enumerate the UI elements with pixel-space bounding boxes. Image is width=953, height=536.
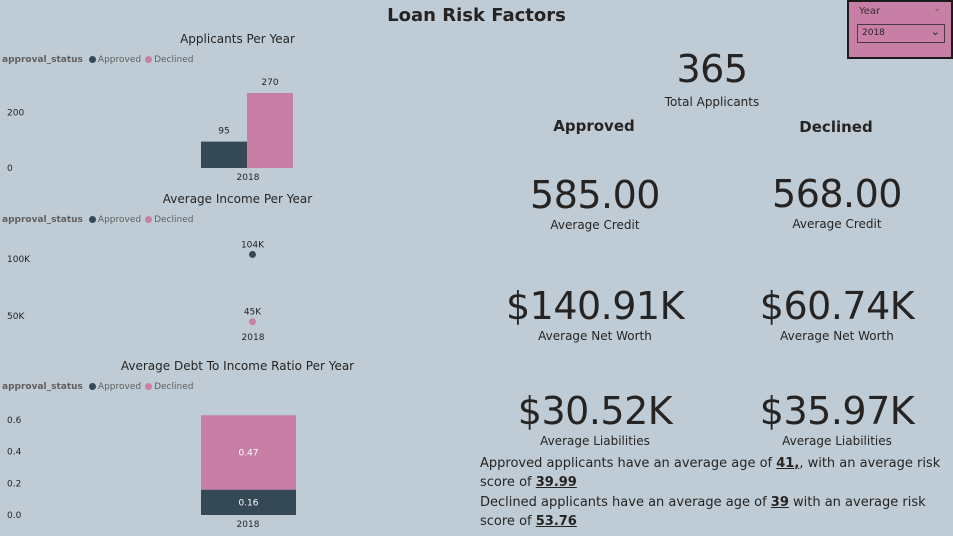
legend-dot-approved <box>88 383 96 390</box>
income-xtick-label: 2018 <box>242 333 265 343</box>
kpi-declined-net-worth-value: $60.74K <box>759 284 915 328</box>
legend-label-declined: Declined <box>154 215 194 225</box>
legend-dot-approved <box>88 216 96 223</box>
year-dropdown-value: 2018 <box>862 28 885 38</box>
data-label-declined: 45K <box>244 308 262 318</box>
bar-declined <box>247 93 293 168</box>
data-label-declined: 0.47 <box>238 448 258 458</box>
legend-income[interactable]: approval_status Approved Declined <box>2 215 195 225</box>
summary-approved-risk: 39.99 <box>535 475 577 490</box>
kpi-approved-net-worth: $140.91K Average Net Worth <box>470 287 720 343</box>
legend-applicants[interactable]: approval_status Approved Declined <box>2 55 195 65</box>
approved-heading: Approved <box>553 117 635 135</box>
kpi-total-label: Total Applicants <box>664 95 760 109</box>
kpi-declined-liabilities: $35.97K Average Liabilities <box>712 392 953 448</box>
kpi-declined-net-worth-label: Average Net Worth <box>780 329 894 343</box>
applicants-ytick-label: 0 <box>7 164 13 174</box>
kpi-approved-net-worth-label: Average Net Worth <box>538 329 652 343</box>
kpi-total-value: 365 <box>676 47 748 91</box>
legend-title: approval_status <box>2 382 83 392</box>
slicer-title: Year <box>859 6 881 17</box>
summary-approved-age: 41 <box>776 456 795 471</box>
dti-ytick-label: 0.6 <box>7 416 22 426</box>
legend-dot-approved <box>88 56 96 63</box>
kpi-declined-liabilities-label: Average Liabilities <box>782 434 892 448</box>
data-label-approved: 95 <box>218 127 229 137</box>
kpi-declined-credit: 568.00 Average Credit <box>712 175 953 231</box>
legend-label-declined: Declined <box>154 382 194 392</box>
data-label-declined: 270 <box>261 78 278 88</box>
data-label-approved: 104K <box>241 240 265 250</box>
summary-declined-risk: 53.76 <box>535 514 577 529</box>
declined-heading: Declined <box>799 118 873 136</box>
bar-segment-approved <box>201 489 296 515</box>
kpi-declined-liabilities-value: $35.97K <box>759 389 915 433</box>
dti-ytick-label: 0.0 <box>7 511 22 521</box>
legend-dti[interactable]: approval_status Approved Declined <box>2 382 195 392</box>
legend-title: approval_status <box>2 55 83 65</box>
income-ytick-label: 100K <box>7 255 31 265</box>
kpi-approved-liabilities-label: Average Liabilities <box>540 434 650 448</box>
kpi-approved-credit-label: Average Credit <box>550 218 640 232</box>
dti-chart[interactable]: 0.0 0.2 0.4 0.6 0.16 0.47 2018 <box>0 398 475 534</box>
summary-approved-comma: , <box>794 456 800 471</box>
kpi-approved-net-worth-value: $140.91K <box>505 284 685 328</box>
data-label-approved: 0.16 <box>238 498 258 508</box>
chart-title-applicants: Applicants Per Year <box>180 32 295 46</box>
page-title: Loan Risk Factors <box>387 5 566 26</box>
legend-dot-declined <box>145 383 153 390</box>
bar-approved <box>201 141 247 168</box>
legend-title: approval_status <box>2 215 83 225</box>
applicants-xtick-label: 2018 <box>237 173 260 183</box>
summary-declined: Declined applicants have an average age … <box>480 493 950 531</box>
legend-label-declined: Declined <box>154 55 194 65</box>
year-slicer[interactable]: Year ⌄ 2018 ⌄ <box>847 0 953 59</box>
kpi-approved-credit-value: 585.00 <box>530 173 660 217</box>
chart-title-income: Average Income Per Year <box>162 192 313 206</box>
point-declined <box>249 318 256 326</box>
chevron-down-icon[interactable]: ⌄ <box>933 4 941 14</box>
dti-ytick-label: 0.2 <box>7 479 21 489</box>
legend-dot-declined <box>145 56 153 63</box>
kpi-declined-credit-label: Average Credit <box>792 217 882 231</box>
summary-declined-age: 39 <box>770 495 789 510</box>
income-ytick-label: 50K <box>7 312 25 322</box>
dti-xtick-label: 2018 <box>237 520 260 530</box>
point-approved <box>249 250 256 258</box>
kpi-approved-liabilities: $30.52K Average Liabilities <box>470 392 720 448</box>
applicants-chart[interactable]: 0 200 95 270 2018 <box>0 68 475 188</box>
bar-segment-declined <box>201 415 296 490</box>
legend-label-approved: Approved <box>97 215 142 225</box>
income-chart[interactable]: 50K 100K 104K 45K 2018 <box>0 228 475 348</box>
kpi-declined-net-worth: $60.74K Average Net Worth <box>712 287 953 343</box>
summary-approved: Approved applicants have an average age … <box>480 454 950 492</box>
kpi-declined-credit-value: 568.00 <box>772 172 902 216</box>
dti-ytick-label: 0.4 <box>7 448 22 458</box>
summary-declined-mid: with an average risk score of <box>480 495 926 529</box>
legend-dot-declined <box>145 216 153 223</box>
kpi-total-applicants: 365 Total Applicants <box>612 50 812 109</box>
summary-approved-prefix: Approved applicants have an average age … <box>480 456 777 471</box>
legend-label-approved: Approved <box>97 55 142 65</box>
legend-label-approved: Approved <box>97 382 142 392</box>
chart-title-dti: Average Debt To Income Ratio Per Year <box>120 359 355 373</box>
kpi-approved-credit: 585.00 Average Credit <box>470 176 720 232</box>
kpi-approved-liabilities-value: $30.52K <box>517 389 673 433</box>
year-dropdown[interactable]: 2018 ⌄ <box>857 24 945 43</box>
applicants-ytick-label: 200 <box>7 108 24 118</box>
summary-declined-prefix: Declined applicants have an average age … <box>480 495 771 510</box>
chevron-down-icon[interactable]: ⌄ <box>930 25 940 38</box>
summary-approved-mid: , with an average risk score of <box>480 456 941 490</box>
